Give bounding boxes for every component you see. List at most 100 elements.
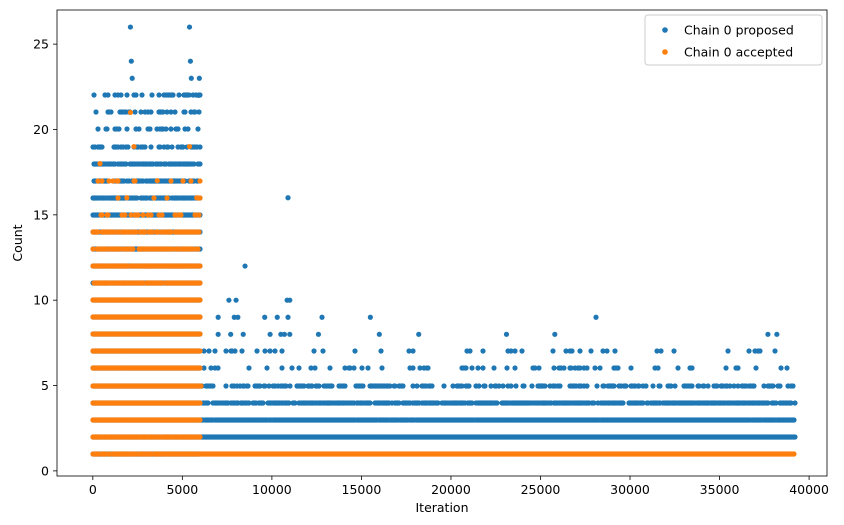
data-point	[285, 195, 291, 201]
data-point	[186, 24, 193, 30]
data-point	[577, 365, 583, 371]
data-point	[360, 383, 366, 389]
data-point	[186, 92, 192, 98]
data-point	[198, 383, 204, 389]
data-point	[778, 365, 784, 371]
data-point	[480, 365, 486, 371]
data-point	[287, 331, 293, 337]
data-point	[170, 92, 176, 98]
data-point	[597, 365, 603, 371]
data-point	[476, 383, 482, 389]
data-point	[735, 365, 741, 371]
data-point	[124, 92, 130, 98]
data-point	[611, 383, 617, 389]
data-point	[262, 348, 268, 354]
data-point	[628, 365, 634, 371]
data-point	[714, 383, 720, 389]
data-point	[612, 348, 618, 354]
data-point	[577, 348, 583, 354]
data-point	[620, 400, 626, 406]
data-point	[414, 383, 420, 389]
data-point	[792, 400, 798, 406]
data-point	[488, 383, 494, 389]
data-point	[267, 331, 273, 337]
data-point	[765, 331, 771, 337]
data-point	[93, 109, 99, 115]
data-point	[129, 75, 135, 81]
data-point	[658, 348, 664, 354]
data-point	[615, 365, 621, 371]
data-point	[467, 348, 473, 354]
data-point	[496, 383, 502, 389]
data-point	[285, 314, 291, 320]
data-point	[387, 383, 393, 389]
data-point	[130, 246, 136, 252]
data-point	[359, 365, 365, 371]
data-point	[208, 365, 214, 371]
data-point	[466, 383, 472, 389]
data-point	[469, 400, 475, 406]
data-point	[689, 383, 695, 389]
data-point	[379, 365, 385, 371]
data-point	[636, 383, 642, 389]
data-point	[127, 24, 134, 30]
data-point	[594, 383, 600, 389]
data-point	[116, 126, 122, 132]
data-point	[301, 383, 307, 389]
data-point	[529, 383, 535, 389]
data-point	[118, 92, 124, 98]
data-point	[668, 383, 674, 389]
data-point	[671, 348, 677, 354]
data-point	[169, 144, 175, 150]
data-point	[392, 383, 398, 389]
data-point	[91, 92, 97, 98]
data-point	[309, 383, 315, 389]
data-point	[320, 348, 326, 354]
data-point	[195, 126, 201, 132]
data-points	[90, 24, 798, 457]
data-point	[142, 144, 148, 150]
data-point	[260, 400, 266, 406]
data-point	[182, 109, 188, 115]
data-point	[784, 365, 790, 371]
data-point	[147, 126, 153, 132]
data-point	[400, 383, 406, 389]
data-point	[139, 92, 145, 98]
data-point	[315, 331, 322, 337]
data-point	[327, 365, 333, 371]
data-point	[283, 383, 289, 389]
data-point	[289, 365, 295, 371]
data-point	[376, 331, 382, 337]
data-point	[196, 75, 202, 81]
data-point	[705, 383, 711, 389]
data-point	[406, 348, 412, 354]
data-point	[475, 365, 481, 371]
data-point	[657, 383, 663, 389]
data-point	[226, 297, 232, 303]
data-point	[128, 58, 134, 64]
data-point	[774, 331, 780, 337]
data-point	[262, 383, 268, 389]
data-point	[588, 348, 594, 354]
data-point	[654, 348, 660, 354]
data-point	[165, 144, 171, 150]
data-point	[138, 109, 144, 115]
data-point	[104, 126, 110, 132]
data-point	[753, 365, 759, 371]
data-point	[210, 383, 216, 389]
data-point	[287, 297, 293, 303]
series-0	[90, 24, 798, 457]
data-point	[134, 195, 140, 201]
data-point	[792, 434, 798, 440]
data-point	[410, 383, 416, 389]
data-point	[491, 365, 497, 371]
data-point	[352, 348, 358, 354]
data-point	[513, 383, 519, 389]
data-point	[246, 400, 252, 406]
data-point	[274, 314, 280, 320]
data-point	[197, 365, 203, 371]
data-point	[262, 314, 268, 320]
data-point	[563, 348, 569, 354]
data-point	[592, 365, 598, 371]
data-point	[239, 348, 245, 354]
